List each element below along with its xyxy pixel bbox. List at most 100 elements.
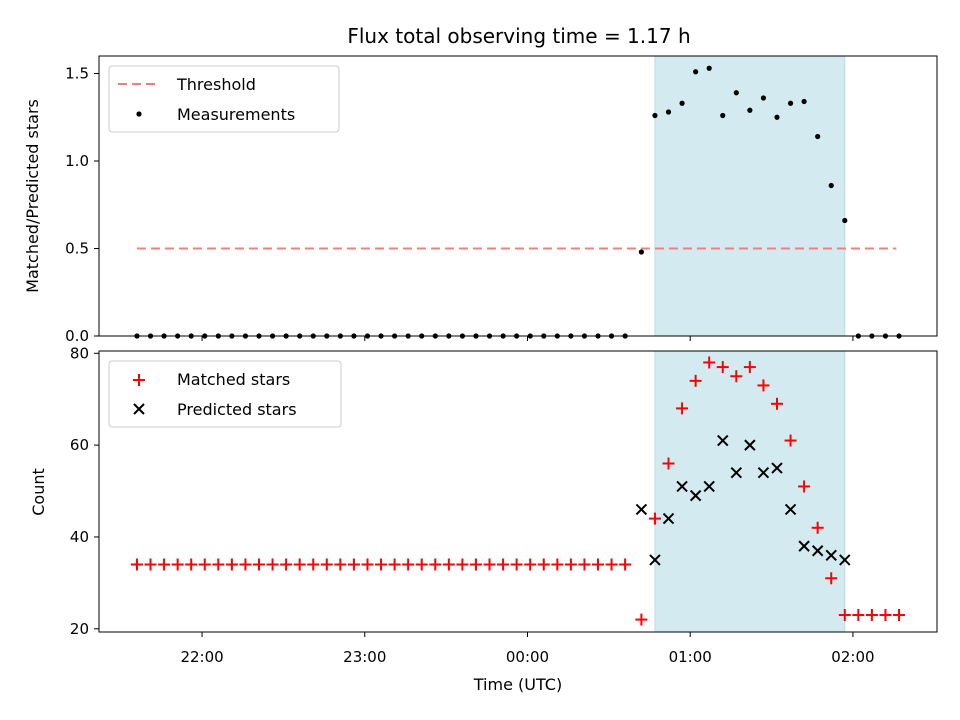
matched-star-point [402, 558, 415, 571]
matched-star-point [225, 558, 238, 571]
matched-star-point [198, 558, 211, 571]
matched-star-point [239, 558, 252, 571]
matched-star-point [456, 558, 469, 571]
xtick-label-2: 00:00 [506, 648, 549, 666]
measurement-point [747, 107, 753, 113]
top-y-axis-label: Matched/Predicted stars [23, 99, 42, 293]
matched-star-point [798, 480, 811, 493]
bottom-legend: Matched stars Predicted stars [108, 360, 342, 428]
predicted-star-point [744, 439, 756, 451]
matched-star-point [893, 609, 906, 622]
matched-star-point [347, 558, 360, 571]
matched-star-point [730, 370, 743, 383]
matched-star-point [429, 558, 442, 571]
predicted-star-point [662, 512, 675, 525]
legend-measurements-label: Measurements [177, 105, 295, 124]
matched-star-point [171, 558, 184, 571]
xtick-label-1: 23:00 [343, 648, 386, 666]
predicted-star-point [635, 503, 648, 516]
matched-star-point [280, 558, 293, 571]
predicted-star-point [825, 549, 837, 562]
matched-star-point [537, 558, 550, 571]
measurement-point [787, 100, 794, 106]
matched-star-point [497, 558, 510, 571]
legend-measurements-swatch [136, 111, 142, 117]
bottom-y-axis-label: Count [29, 468, 48, 516]
matched-star-point [307, 558, 320, 571]
measurement-point [801, 98, 807, 105]
predicted-star-point [717, 434, 729, 447]
matched-star-point [564, 558, 577, 571]
matched-star-point [689, 374, 702, 387]
measurement-point [679, 100, 685, 106]
matched-star-point [185, 558, 198, 571]
measurement-point [828, 182, 834, 189]
predicted-star-point [798, 540, 810, 552]
matched-star-point [703, 356, 716, 369]
matched-star-point [334, 558, 347, 571]
bottom-ytick-label-1: 40 [70, 528, 89, 546]
matched-star-point [130, 558, 143, 571]
top-ytick-label-2: 1.0 [65, 152, 89, 170]
measurement-point [693, 69, 699, 75]
bottom-panel: 20 40 60 80 22:00 23:00 00:00 01:00 02:00 Count… [29, 344, 938, 694]
predicted-star-point [676, 480, 688, 493]
xtick-label-4: 02:00 [831, 648, 874, 666]
matched-star-point [838, 609, 851, 622]
predicted-star-point [784, 503, 797, 516]
top-ytick-label-3: 1.5 [65, 65, 89, 83]
predicted-star-point [649, 554, 661, 566]
legend-predicted-swatch [133, 403, 145, 415]
top-ytick-label-1: 0.5 [65, 240, 89, 258]
matched-star-point [483, 558, 496, 571]
measurement-point [665, 109, 672, 115]
measurement-point [652, 112, 658, 119]
matched-star-point [635, 613, 648, 626]
top-plot-frame [98, 55, 938, 337]
matched-star-point [266, 558, 279, 571]
bottom-plot-frame [98, 350, 938, 633]
matched-star-point [865, 609, 878, 622]
matched-star-point [388, 558, 401, 571]
bottom-ytick-label-0: 20 [70, 620, 89, 638]
legend-matched-label: Matched stars [177, 370, 290, 389]
bottom-ytick-label-3: 80 [70, 344, 89, 362]
matched-star-point [442, 558, 455, 571]
legend-predicted-label: Predicted stars [177, 400, 297, 419]
predicted-star-point [771, 462, 783, 474]
xtick-label-3: 01:00 [669, 648, 712, 666]
matched-star-point [144, 558, 157, 571]
chart-title: Flux total observing time = 1.17 h [347, 24, 690, 48]
matched-star-point [578, 558, 591, 571]
measurement-point [706, 65, 712, 71]
matched-star-point [676, 402, 689, 415]
predicted-star-point [839, 554, 851, 566]
xtick-label-0: 22:00 [180, 648, 223, 666]
matched-star-point [852, 609, 865, 622]
matched-star-point [375, 558, 388, 571]
measurement-point [720, 112, 726, 119]
matched-star-point [662, 457, 675, 470]
top-ytick-label-0: 0.0 [65, 327, 89, 345]
top-highlight-span [654, 55, 846, 337]
matched-star-point [361, 558, 374, 571]
x-axis-label: Time (UTC) [473, 675, 562, 694]
bottom-highlight-span [654, 350, 846, 633]
top-legend: Threshold Measurements [108, 65, 340, 133]
predicted-star-point [703, 480, 715, 493]
top-panel: 0.0 0.5 1.0 1.5 Matched/Predicted stars Thr… [23, 55, 938, 345]
measurement-point [638, 249, 644, 255]
bottom-ytick-label-2: 60 [70, 436, 89, 454]
measurement-point [733, 90, 739, 96]
matched-star-point [648, 512, 661, 525]
matched-star-point [415, 558, 428, 571]
top-legend-box [108, 65, 340, 133]
predicted-star-point [811, 545, 824, 557]
matched-star-point [524, 558, 537, 571]
measurement-point [760, 95, 767, 101]
matched-star-point [784, 434, 797, 447]
matched-star-point [605, 558, 618, 571]
predicted-star-point [757, 466, 770, 479]
measurement-point [842, 217, 848, 224]
